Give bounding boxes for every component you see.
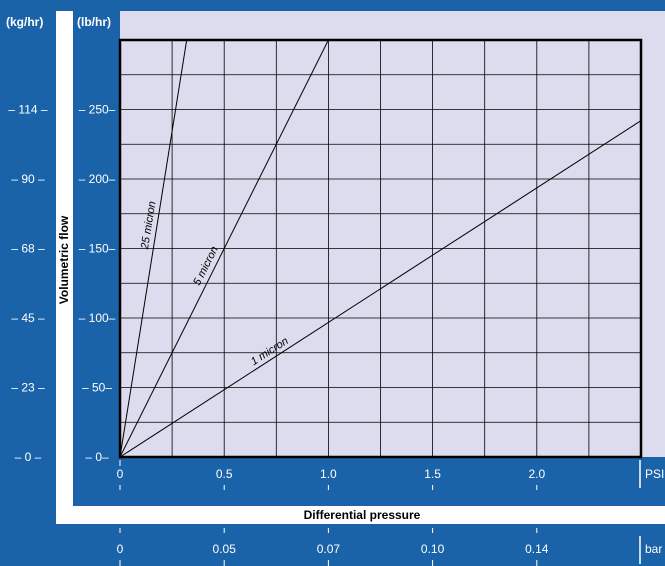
y-tick-label: – 100– (79, 311, 116, 325)
y-secondary-tick-label: – 90 – (11, 172, 45, 186)
y-tick-label: – 50– (82, 381, 112, 395)
x-tick-label: 1.0 (320, 467, 337, 481)
series-line-5-micron (119, 39, 329, 458)
y-secondary-tick-label: – 114 – (8, 103, 47, 117)
tick-labels: – 0– – 50– – 100– – 150– – 200– – 250– – 0 – – … (8, 103, 641, 566)
y-unit-primary: (lb/hr) (77, 15, 111, 29)
x-unit-secondary: bar (645, 542, 662, 556)
x-tick-label: 0 (117, 467, 124, 481)
chart-labels: (kg/hr) (lb/hr) Volumetric flow Differen… (6, 15, 664, 556)
x-tick-label: 0.5 (216, 467, 233, 481)
x-tick-label: 1.5 (424, 467, 441, 481)
y-secondary-tick-label: – 23 – (11, 381, 45, 395)
y-tick-label: – 250– (79, 103, 116, 117)
plot-frame (118, 38, 643, 459)
x-secondary-tick-label: 0 (117, 542, 124, 556)
x-unit-primary: PSI (645, 467, 664, 481)
x-axis-title: Differential pressure (304, 508, 421, 522)
x-secondary-tick-label: 0.14 (525, 542, 549, 556)
series-line-25-micron (119, 39, 188, 458)
grid-lines (120, 40, 641, 457)
y-secondary-tick-label: – 0 – (15, 450, 42, 464)
y-secondary-tick-label: – 45 – (11, 311, 45, 325)
y-unit-secondary: (kg/hr) (6, 15, 43, 29)
x-secondary-tick-label: 0.10 (421, 542, 445, 556)
y-tick-label: – 150– (79, 242, 116, 256)
x-secondary-tick-label: 0.05 (213, 542, 237, 556)
y-tick-label: – 200– (79, 172, 116, 186)
x-tick-label: 2.0 (528, 467, 545, 481)
y-tick-label: – 0– (85, 450, 109, 464)
y-axis-title: Volumetric flow (57, 215, 71, 304)
y-secondary-tick-label: – 68 – (11, 242, 45, 256)
x-secondary-tick-label: 0.07 (317, 542, 341, 556)
series-line-1-micron (119, 120, 642, 458)
